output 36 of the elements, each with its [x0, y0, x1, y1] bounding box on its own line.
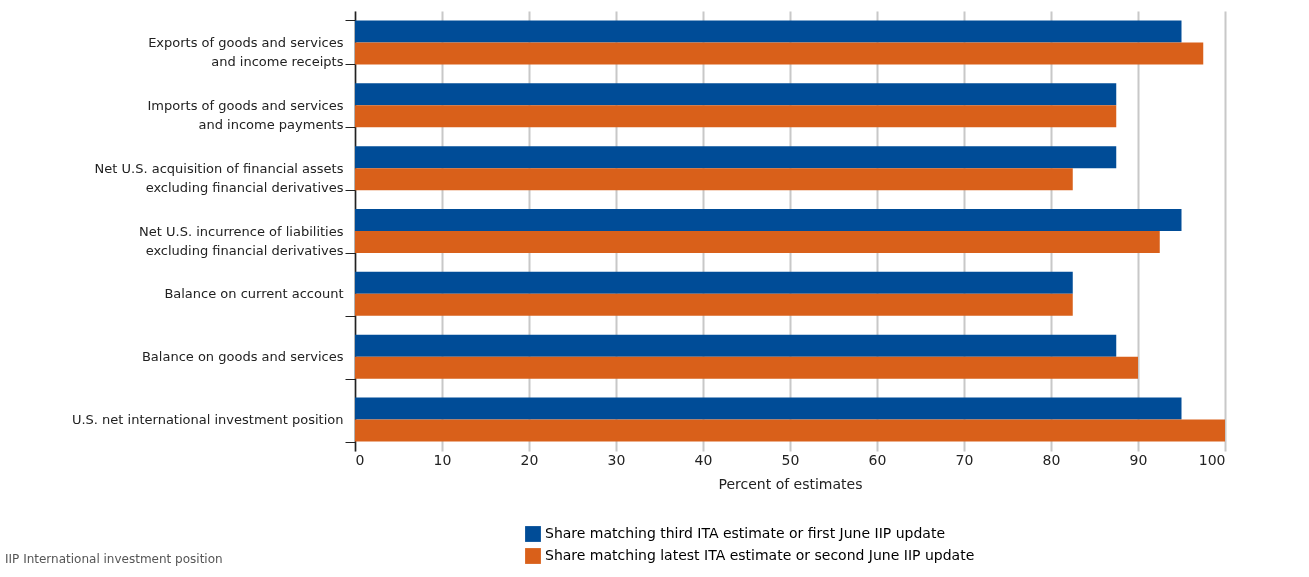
- bar: [355, 83, 1117, 106]
- y-tick-label: Exports of goods and services and income receipts: [148, 34, 344, 69]
- y-tick-label: U.S. net international investment position: [71, 412, 344, 428]
- bar: [355, 105, 1117, 128]
- bar: [355, 271, 1073, 294]
- bar: [355, 209, 1182, 231]
- x-tick-label: 50: [781, 451, 800, 468]
- x-tick-label: 90: [1129, 451, 1148, 468]
- x-axis-title: Percent of estimates: [718, 475, 863, 492]
- bar: [355, 231, 1160, 253]
- y-tick-label: Imports of goods and services and income payments: [147, 97, 344, 132]
- x-tick-label: 20: [520, 451, 539, 468]
- y-tick-label: Balance on current account: [164, 286, 344, 302]
- bar: [355, 293, 1073, 316]
- x-tick-label: 100: [1198, 451, 1226, 468]
- bar: [355, 356, 1138, 379]
- x-tick-label: 80: [1042, 451, 1061, 468]
- bar: [355, 20, 1182, 43]
- bar: [355, 42, 1204, 65]
- bar: [355, 397, 1182, 420]
- text: IIP International investment position: [5, 552, 223, 566]
- x-tick-label: 0: [355, 451, 365, 468]
- y-tick-label: Net U.S. incurrence of liabilities excluding financial derivatives: [139, 223, 344, 258]
- legend-label: Share matching third ITA estimate or first June IIP update: [545, 525, 945, 541]
- legend-label: Share matching latest ITA estimate or second June IIP update: [545, 547, 975, 563]
- bar: [355, 334, 1117, 357]
- y-tick-label: Net U.S. acquisition of financial assets excluding financial derivatives: [94, 160, 344, 195]
- x-tick-label: 10: [433, 451, 452, 468]
- bar: [355, 146, 1117, 169]
- x-tick-label: 40: [694, 451, 713, 468]
- bar: [355, 168, 1073, 191]
- x-tick-label: 70: [955, 451, 974, 468]
- bar: [355, 419, 1225, 442]
- x-tick-label: 60: [868, 451, 887, 468]
- x-tick-label: 30: [607, 451, 626, 468]
- y-tick-label: Balance on goods and services: [141, 349, 344, 365]
